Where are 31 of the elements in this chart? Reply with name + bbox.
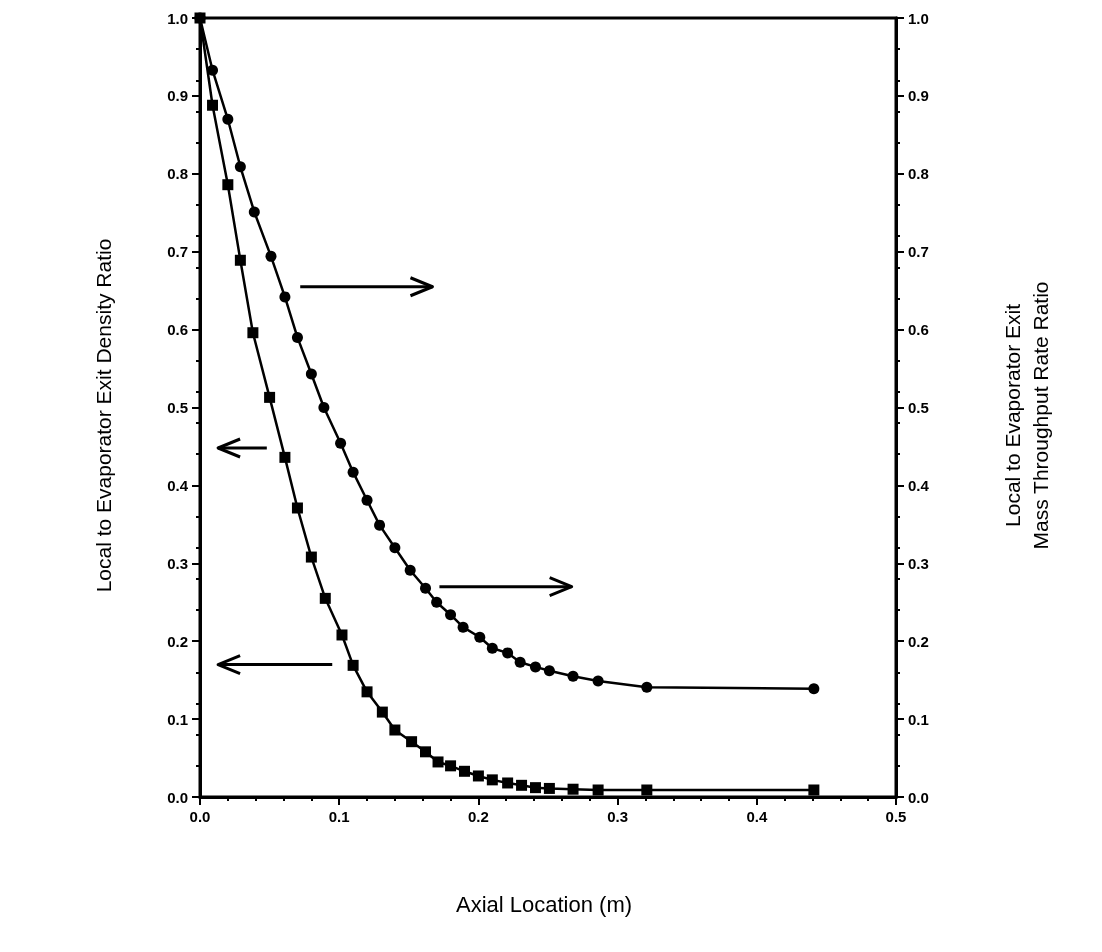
y-tick-label: 0.4 xyxy=(167,476,189,494)
x-tick-label: 0.4 xyxy=(746,808,768,825)
y-tick-label: 0.0 xyxy=(167,788,188,806)
y-tick-label: 0.7 xyxy=(167,243,188,261)
y2-tick-label: 0.8 xyxy=(908,165,929,183)
y2-tick-label: 0.1 xyxy=(908,710,929,728)
y-tick-label: 0.3 xyxy=(167,554,188,572)
y2-tick-label: 1.0 xyxy=(908,9,929,27)
y-tick-label: 0.8 xyxy=(167,165,188,183)
x-axis-title: Axial Location (m) xyxy=(456,891,633,917)
y2-axis-title: Local to Evaporator Exit Mass Throughput Rate Ratio xyxy=(1000,281,1052,550)
y-tick-label: 0.9 xyxy=(167,87,188,105)
y2-tick-label: 0.9 xyxy=(908,87,929,105)
y2-tick-label: 0.3 xyxy=(908,554,929,572)
y2-tick-label: 0.0 xyxy=(908,788,929,806)
y2-tick-label: 0.2 xyxy=(908,632,929,650)
x-tick-label: 0.5 xyxy=(885,808,907,825)
x-tick-label: 0.2 xyxy=(467,808,489,825)
y-tick-label: 0.2 xyxy=(167,632,188,650)
y-axis-title: Local to Evaporator Exit Density Ratio xyxy=(91,238,115,593)
y2-tick-label: 0.6 xyxy=(908,321,929,339)
x-tick-label: 0.3 xyxy=(607,808,629,825)
y-tick-label: 0.5 xyxy=(167,399,188,416)
y2-tick-label: 0.5 xyxy=(908,399,929,416)
y2-tick-label: 0.7 xyxy=(908,243,929,261)
y-tick-label: 0.6 xyxy=(167,321,188,339)
x-tick-label: 0.0 xyxy=(189,808,211,825)
y-tick-label: 0.1 xyxy=(167,710,188,728)
y2-tick-label: 0.4 xyxy=(908,476,930,494)
x-tick-label: 0.1 xyxy=(328,808,350,825)
y-tick-label: 1.0 xyxy=(167,9,188,27)
